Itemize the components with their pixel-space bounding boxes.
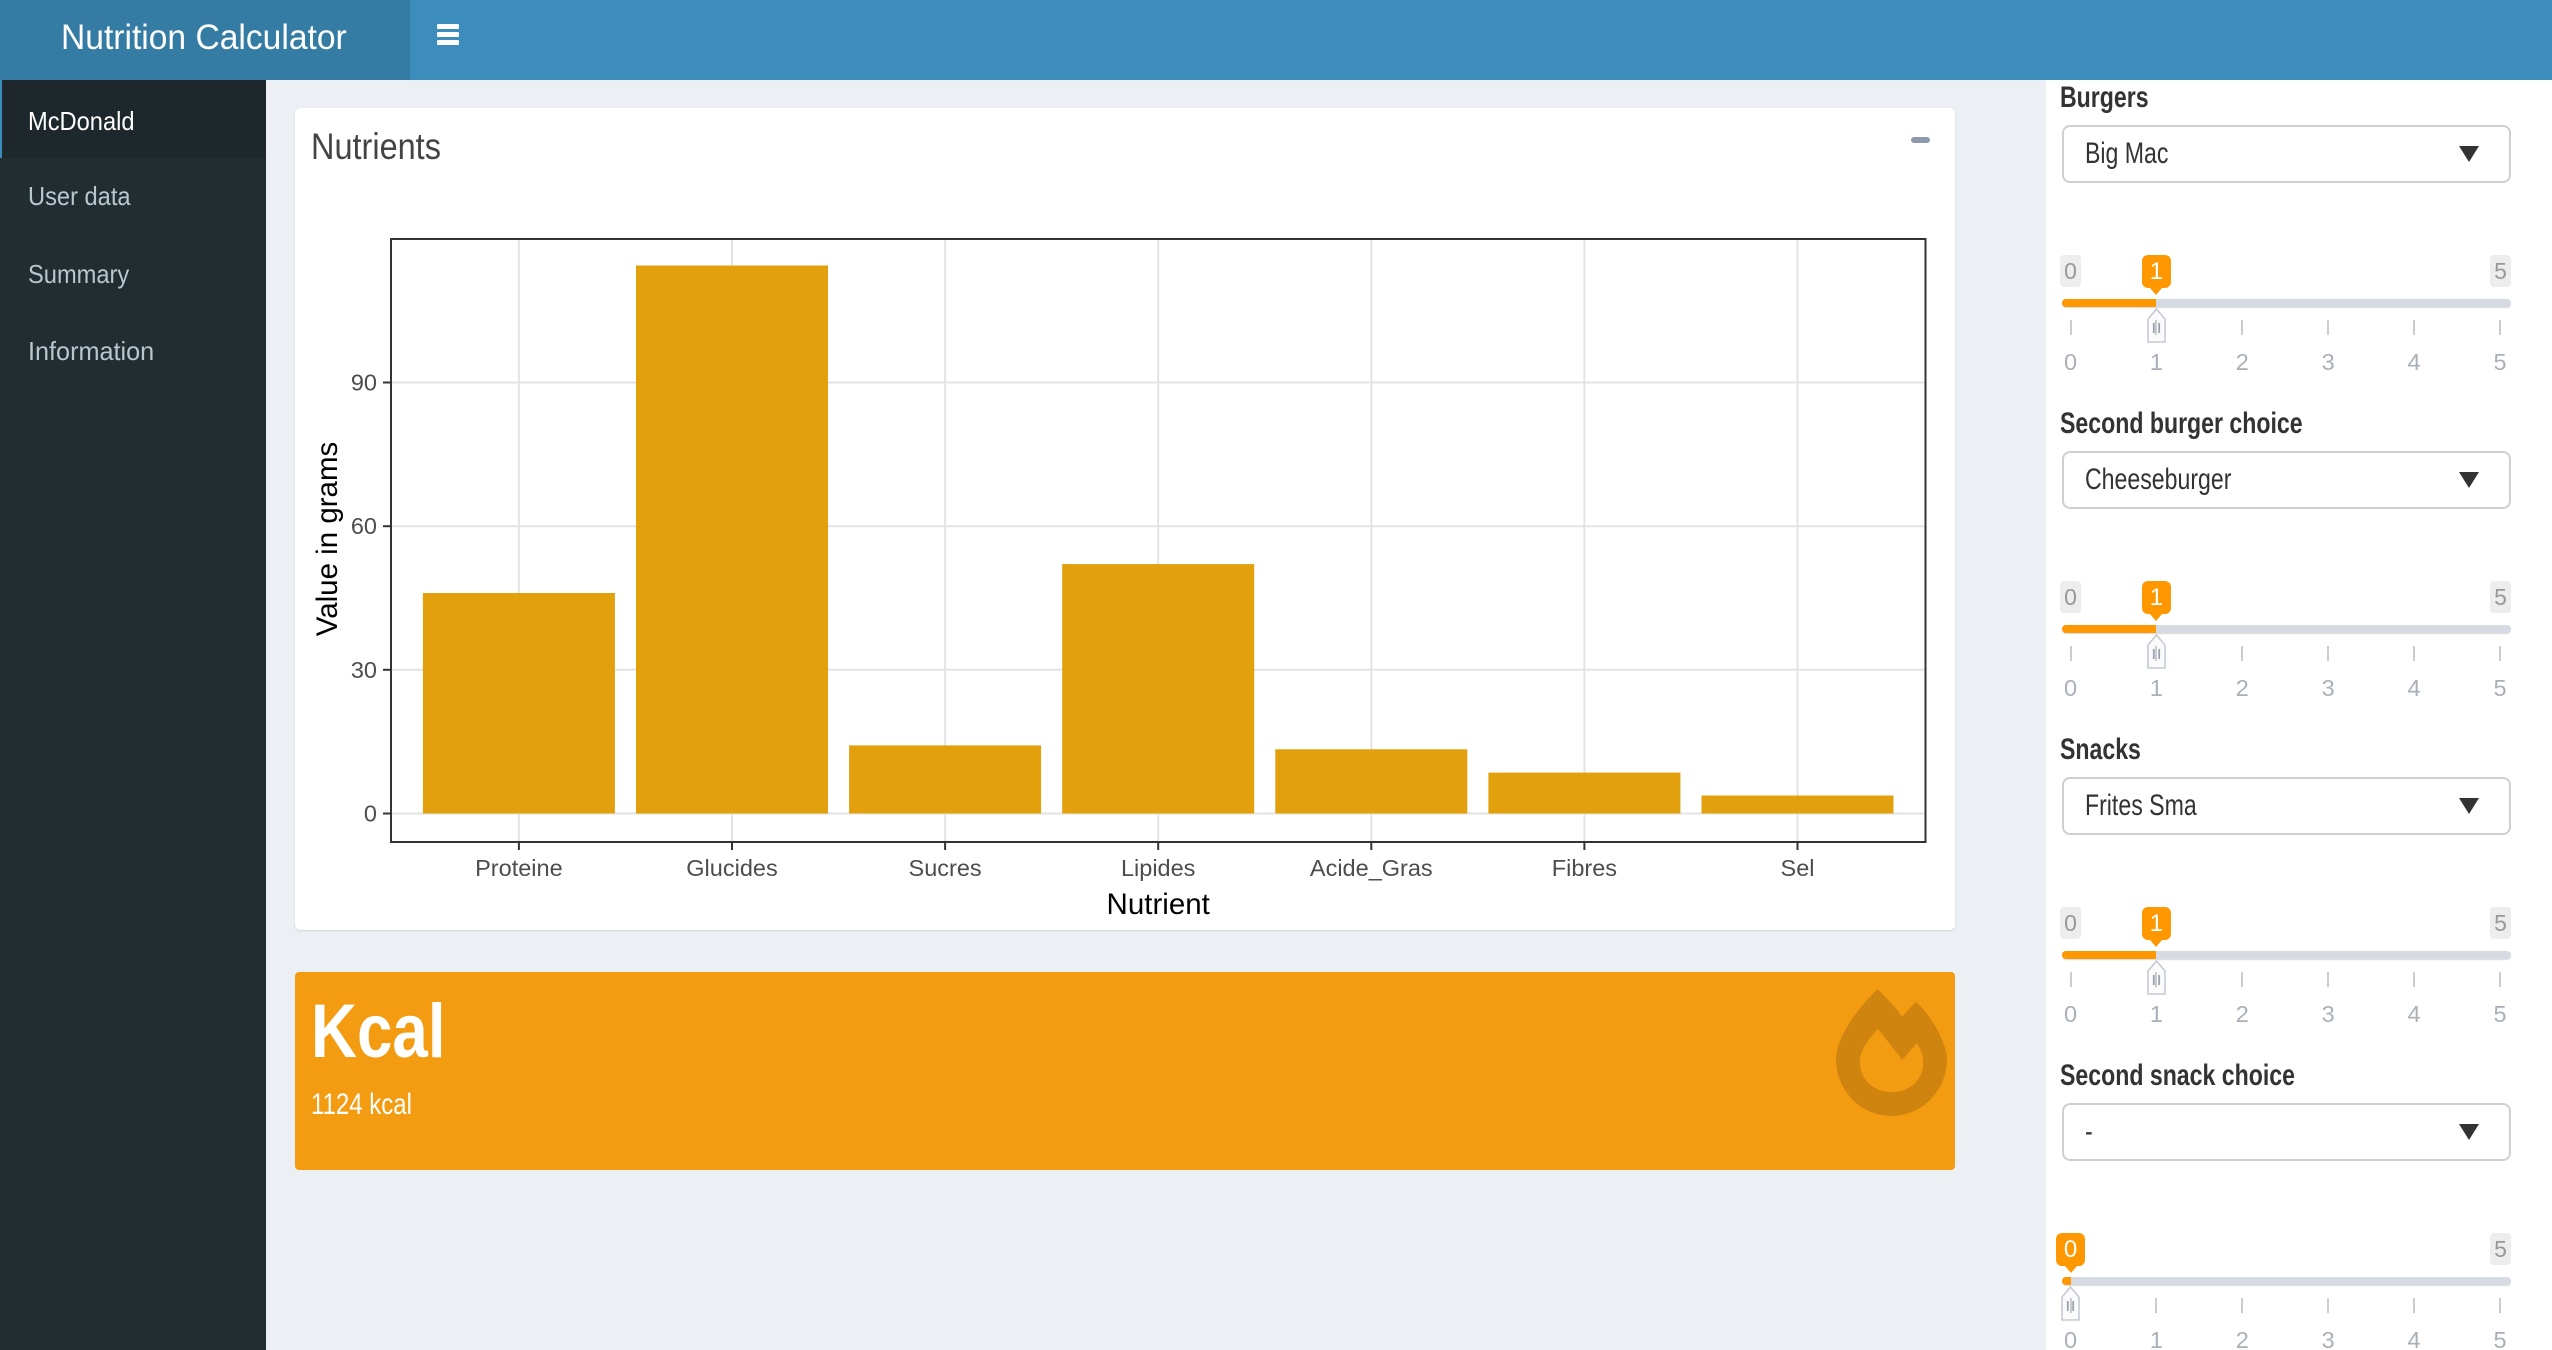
svg-text:Fibres: Fibres (1552, 855, 1617, 881)
svg-text:0: 0 (364, 801, 377, 827)
svg-text:30: 30 (351, 657, 377, 683)
svg-text:Lipides: Lipides (1121, 855, 1195, 881)
svg-text:Acide_Gras: Acide_Gras (1310, 855, 1433, 881)
svg-text:Glucides: Glucides (686, 855, 777, 881)
svg-text:60: 60 (351, 513, 377, 539)
svg-text:Nutrient: Nutrient (1107, 888, 1210, 921)
svg-text:Proteine: Proteine (475, 855, 563, 881)
svg-text:Sel: Sel (1781, 855, 1815, 881)
svg-text:90: 90 (351, 370, 377, 396)
svg-text:Sucres: Sucres (909, 855, 982, 881)
svg-text:Value in grams: Value in grams (311, 442, 344, 637)
